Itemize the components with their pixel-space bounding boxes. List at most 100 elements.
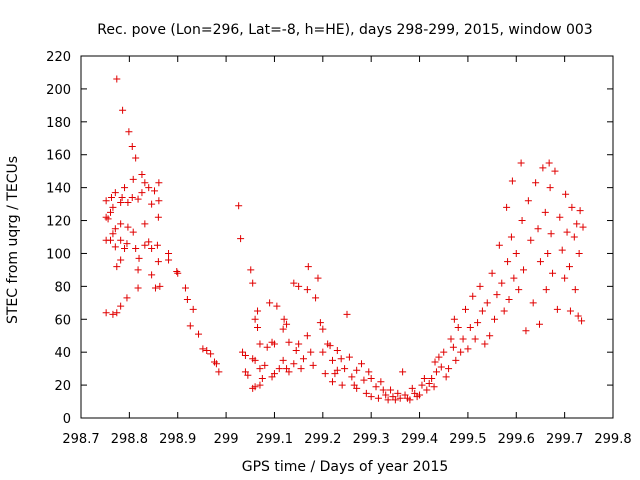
data-point bbox=[418, 381, 426, 389]
data-point bbox=[510, 274, 518, 282]
data-point bbox=[280, 315, 288, 323]
data-point bbox=[295, 340, 303, 348]
data-point bbox=[328, 356, 336, 364]
x-tick-label: 299.5 bbox=[449, 432, 486, 447]
data-point bbox=[466, 324, 474, 331]
data-point bbox=[571, 286, 579, 294]
data-point bbox=[495, 241, 503, 249]
data-point bbox=[486, 332, 494, 340]
data-point bbox=[263, 343, 271, 351]
data-point bbox=[500, 307, 508, 315]
data-point bbox=[207, 350, 215, 358]
data-point bbox=[348, 373, 356, 381]
data-point bbox=[290, 360, 298, 368]
data-point bbox=[181, 284, 189, 292]
data-point bbox=[478, 307, 486, 315]
data-point bbox=[504, 258, 512, 266]
data-point bbox=[518, 217, 526, 225]
data-point bbox=[532, 179, 540, 187]
data-point bbox=[128, 194, 136, 202]
data-point bbox=[527, 236, 535, 244]
data-point bbox=[319, 348, 327, 356]
y-axis-title: STEC from uqrg / TECUs bbox=[5, 156, 21, 324]
data-point bbox=[483, 299, 491, 307]
data-point bbox=[155, 197, 163, 205]
data-point bbox=[121, 245, 129, 253]
data-point bbox=[534, 225, 542, 233]
data-point bbox=[239, 348, 247, 356]
chart-title: Rec. pove (Lon=296, Lat=-8, h=HE), days … bbox=[97, 22, 592, 38]
data-point bbox=[396, 394, 404, 402]
data-point bbox=[425, 379, 433, 387]
data-point bbox=[464, 345, 472, 353]
data-point bbox=[124, 198, 132, 206]
x-tick-label: 299 bbox=[214, 432, 239, 447]
data-point bbox=[117, 220, 125, 228]
data-point bbox=[353, 366, 361, 374]
data-point bbox=[573, 220, 581, 228]
data-point bbox=[151, 284, 159, 292]
data-point bbox=[104, 215, 112, 223]
data-point bbox=[459, 335, 467, 343]
data-point bbox=[145, 238, 153, 246]
data-point bbox=[145, 184, 153, 192]
data-point bbox=[118, 194, 126, 202]
x-tick-label: 299.1 bbox=[256, 432, 293, 447]
data-point bbox=[124, 223, 132, 231]
y-tick-label: 140 bbox=[46, 182, 71, 197]
data-point bbox=[297, 365, 305, 373]
data-point bbox=[151, 187, 159, 195]
data-point bbox=[461, 305, 469, 313]
data-point bbox=[341, 365, 349, 373]
data-point bbox=[156, 282, 164, 290]
data-point bbox=[203, 347, 211, 355]
data-point bbox=[566, 307, 574, 315]
data-point bbox=[121, 184, 129, 192]
data-point bbox=[343, 310, 351, 318]
data-point bbox=[522, 327, 530, 335]
data-point bbox=[215, 368, 223, 376]
y-tick-label: 220 bbox=[46, 50, 71, 65]
data-point bbox=[568, 203, 576, 211]
data-point bbox=[442, 373, 450, 381]
data-point bbox=[471, 335, 479, 343]
y-tick-label: 180 bbox=[46, 116, 71, 131]
data-point bbox=[314, 274, 322, 282]
data-point bbox=[379, 386, 387, 394]
data-point bbox=[285, 368, 293, 376]
data-point bbox=[520, 266, 528, 274]
x-tick-label: 298.8 bbox=[111, 432, 148, 447]
x-tick-label: 299.4 bbox=[401, 432, 438, 447]
data-point bbox=[111, 225, 119, 233]
data-point bbox=[551, 167, 559, 175]
data-point bbox=[408, 384, 416, 392]
data-point bbox=[307, 348, 315, 356]
data-point bbox=[333, 347, 341, 355]
data-point bbox=[132, 245, 140, 253]
x-tick-label: 299.6 bbox=[498, 432, 535, 447]
data-point bbox=[517, 159, 525, 167]
data-point bbox=[440, 348, 448, 356]
data-point bbox=[279, 325, 287, 333]
data-point bbox=[529, 299, 537, 307]
data-point bbox=[445, 365, 453, 373]
x-tick-label: 299.8 bbox=[594, 432, 631, 447]
y-tick-label: 80 bbox=[54, 280, 71, 295]
data-point bbox=[303, 332, 311, 340]
data-point bbox=[435, 353, 443, 361]
data-point bbox=[360, 376, 368, 384]
data-point bbox=[558, 246, 566, 254]
data-points bbox=[102, 75, 587, 404]
data-point bbox=[113, 309, 121, 317]
data-point bbox=[561, 274, 569, 282]
data-point bbox=[345, 353, 353, 361]
data-point bbox=[107, 194, 115, 202]
data-point bbox=[394, 389, 402, 397]
data-point bbox=[195, 330, 203, 338]
data-point bbox=[547, 230, 555, 238]
data-point bbox=[428, 375, 436, 383]
data-point bbox=[333, 366, 341, 374]
data-point bbox=[275, 365, 283, 373]
data-point bbox=[155, 179, 163, 187]
